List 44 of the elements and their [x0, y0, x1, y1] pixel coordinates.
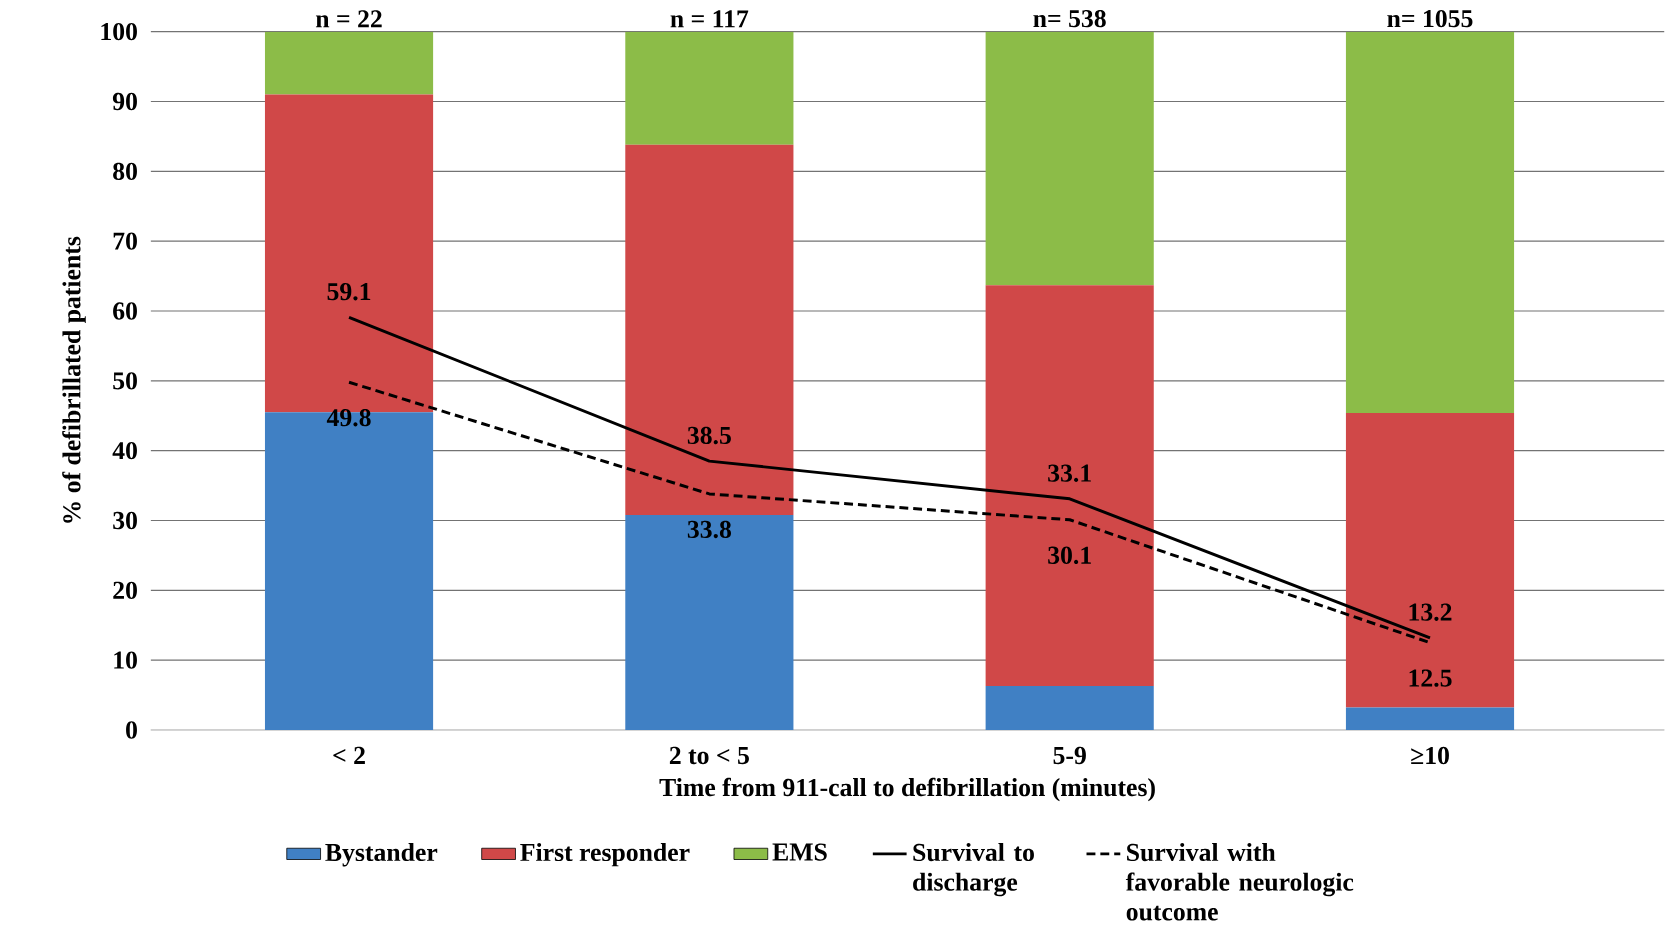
- y-tick-label: 100: [101, 23, 137, 41]
- bar: [625, 144, 794, 516]
- x-tick-label: ≥10: [1411, 747, 1449, 765]
- bar: [625, 515, 794, 731]
- legend-label: Survival to discharge: [913, 843, 1034, 897]
- y-tick-label: 90: [112, 92, 137, 111]
- y-tick-label: 30: [113, 511, 137, 530]
- y-tick-label: 20: [113, 581, 137, 600]
- legend-label: Survival with favorable neurologic outcome: [1125, 843, 1354, 921]
- y-tick-label: 70: [113, 232, 137, 250]
- data-label: 30.1: [1048, 546, 1091, 565]
- bar: [985, 285, 1154, 687]
- data-label: 49.8: [326, 409, 371, 427]
- data-label: 59.1: [327, 283, 371, 301]
- y-tick-label: 0: [126, 721, 137, 739]
- bar: [625, 31, 794, 145]
- bar: [1345, 413, 1515, 708]
- data-label: 33.1: [1048, 464, 1091, 483]
- annotation: n= 1055: [1387, 10, 1473, 28]
- legend-label: First responder: [520, 843, 690, 867]
- annotation: n = 117: [670, 10, 749, 28]
- y-axis-title: % of defibrillated patients: [62, 236, 86, 523]
- y-tick-label: 40: [112, 442, 137, 460]
- data-label: 13.2: [1409, 603, 1452, 622]
- data-label: 38.5: [687, 426, 731, 445]
- y-tick-label: 60: [113, 302, 137, 320]
- y-tick-label: 50: [113, 372, 137, 390]
- annotation: n = 22: [315, 10, 382, 28]
- y-tick-label: 10: [114, 651, 137, 669]
- annotation: n= 538: [1033, 10, 1106, 28]
- x-tick-label: 2 to < 5: [669, 747, 749, 765]
- bar: [985, 686, 1154, 731]
- x-tick-label: 5-9: [1053, 747, 1086, 765]
- legend-label: Bystander: [325, 843, 438, 867]
- data-label: 33.8: [687, 520, 732, 539]
- data-label: 12.5: [1409, 669, 1452, 688]
- y-tick-label: 80: [113, 162, 137, 181]
- legend-label: EMS: [772, 843, 827, 861]
- bar: [1345, 31, 1515, 414]
- bar: [1345, 707, 1515, 731]
- bar: [264, 31, 434, 95]
- x-tick-label: < 2: [333, 747, 365, 765]
- bar: [985, 31, 1154, 286]
- x-axis-title: Time from 911-call to defibrillation (minutes): [659, 777, 1155, 802]
